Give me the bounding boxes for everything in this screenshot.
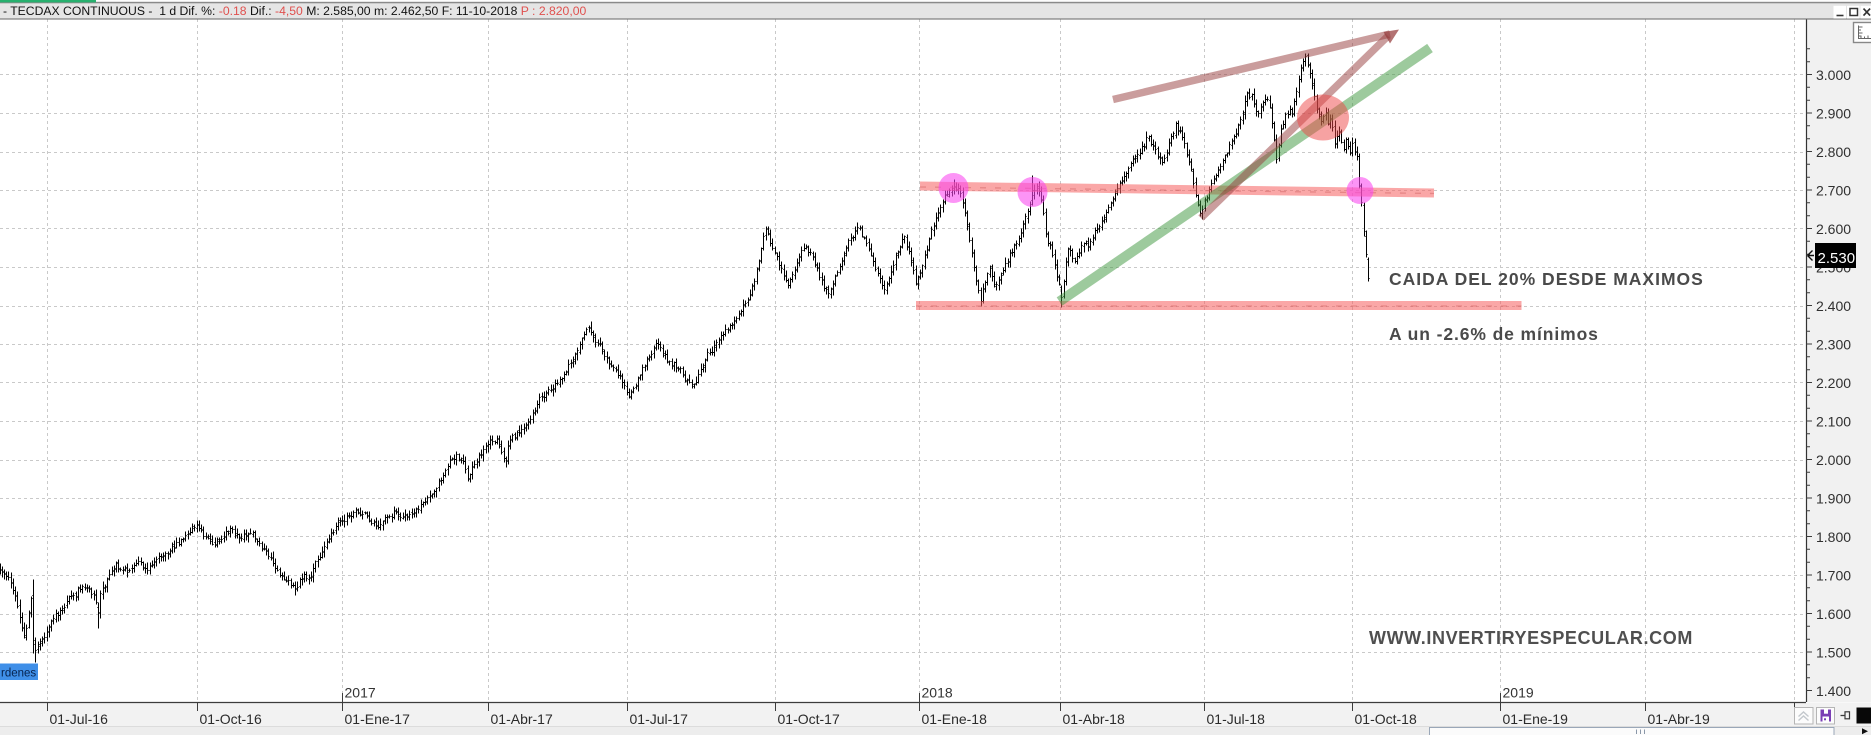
svg-text:01-Abr-18: 01-Abr-18	[1063, 711, 1125, 727]
svg-text:- TECDAX CONTINUOUS - 1 d Dif: - TECDAX CONTINUOUS - 1 d Dif. %: -0.18 …	[3, 4, 586, 18]
svg-text:WWW.INVERTIRYESPECULAR.COM: WWW.INVERTIRYESPECULAR.COM	[1369, 628, 1693, 648]
svg-text:01-Ene-17: 01-Ene-17	[345, 711, 411, 727]
svg-text:1.500: 1.500	[1816, 644, 1851, 660]
svg-text:2.400: 2.400	[1816, 298, 1851, 314]
svg-text:2.900: 2.900	[1816, 105, 1851, 121]
svg-text:1.800: 1.800	[1816, 529, 1851, 545]
svg-text:2.000: 2.000	[1816, 452, 1851, 468]
svg-text:2018: 2018	[922, 685, 953, 701]
svg-text:CAIDA DEL 20% DESDE MAXIMOS: CAIDA DEL 20% DESDE MAXIMOS	[1389, 269, 1704, 289]
svg-text:A un -2.6% de mínimos: A un -2.6% de mínimos	[1389, 324, 1599, 344]
svg-text:01-Ene-19: 01-Ene-19	[1503, 711, 1569, 727]
svg-text:1.900: 1.900	[1816, 490, 1851, 506]
svg-text:1.700: 1.700	[1816, 567, 1851, 583]
svg-text:2.100: 2.100	[1816, 413, 1851, 429]
svg-text:01-Oct-16: 01-Oct-16	[200, 711, 262, 727]
svg-text:2.530: 2.530	[1818, 250, 1856, 267]
svg-text:2.600: 2.600	[1816, 221, 1851, 237]
svg-text:2.700: 2.700	[1816, 182, 1851, 198]
svg-text:01-Ene-18: 01-Ene-18	[922, 711, 988, 727]
svg-text:01-Jul-18: 01-Jul-18	[1207, 711, 1266, 727]
svg-text:3.000: 3.000	[1816, 67, 1851, 83]
svg-text:1.400: 1.400	[1816, 683, 1851, 699]
svg-text:01-Jul-16: 01-Jul-16	[50, 711, 109, 727]
svg-text:2.800: 2.800	[1816, 144, 1851, 160]
svg-text:01-Oct-18: 01-Oct-18	[1355, 711, 1417, 727]
svg-text:01-Jul-17: 01-Jul-17	[630, 711, 689, 727]
svg-text:01-Abr-19: 01-Abr-19	[1648, 711, 1710, 727]
svg-text:2.300: 2.300	[1816, 336, 1851, 352]
svg-text:01-Abr-17: 01-Abr-17	[491, 711, 553, 727]
svg-text:rdenes: rdenes	[1, 668, 36, 680]
svg-text:2017: 2017	[345, 685, 376, 701]
svg-text:01-Oct-17: 01-Oct-17	[778, 711, 840, 727]
svg-text:2019: 2019	[1503, 685, 1534, 701]
svg-text:2.200: 2.200	[1816, 375, 1851, 391]
svg-text:1.600: 1.600	[1816, 606, 1851, 622]
